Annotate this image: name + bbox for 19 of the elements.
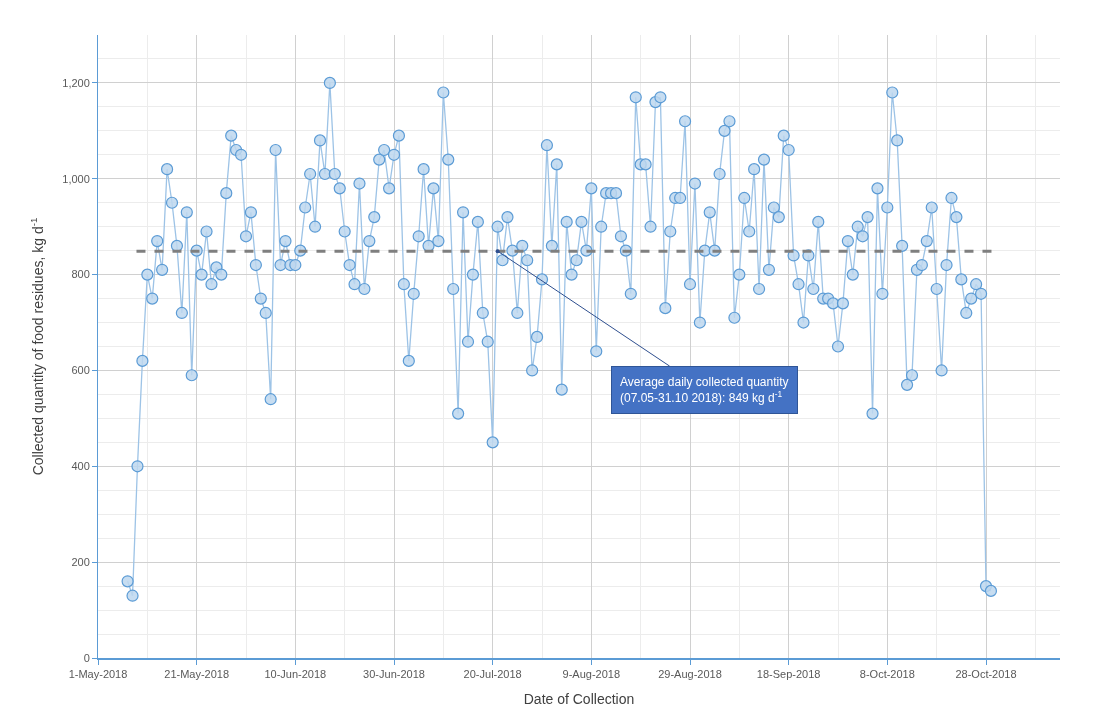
y-tick-label: 200 bbox=[71, 556, 90, 568]
x-tick-label: 1-May-2018 bbox=[68, 668, 128, 681]
x-tick-label: 18-Sep-2018 bbox=[756, 668, 821, 681]
y-tick-label: 600 bbox=[71, 364, 90, 377]
x-axis-title: Date of Collection bbox=[523, 691, 635, 707]
x-tick-label: 30-Jun-2018 bbox=[363, 668, 425, 681]
annotation: Average daily collected quantity (07.05-31.10 2018): 849 kg d$^{-1}$ bbox=[620, 375, 789, 405]
y-tick-label: 800 bbox=[71, 268, 90, 281]
x-tick-label: 10-Jun-2018 bbox=[264, 668, 327, 681]
x-tick-label: 20-Jul-2018 bbox=[463, 668, 522, 681]
x-tick-label: 21-May-2018 bbox=[164, 668, 230, 681]
x-tick-label: 8-Oct-2018 bbox=[859, 668, 915, 681]
x-tick-label: 28-Oct-2018 bbox=[955, 668, 1017, 681]
x-tick-label: 29-Aug-2018 bbox=[658, 668, 722, 681]
y-tick-label: 0 bbox=[83, 651, 90, 664]
y-tick-label: 400 bbox=[71, 460, 90, 473]
x-tick-label: 9-Aug-2018 bbox=[562, 668, 621, 681]
y-tick-label: 1,200 bbox=[62, 76, 90, 89]
y-tick-label: 1,000 bbox=[62, 172, 90, 185]
